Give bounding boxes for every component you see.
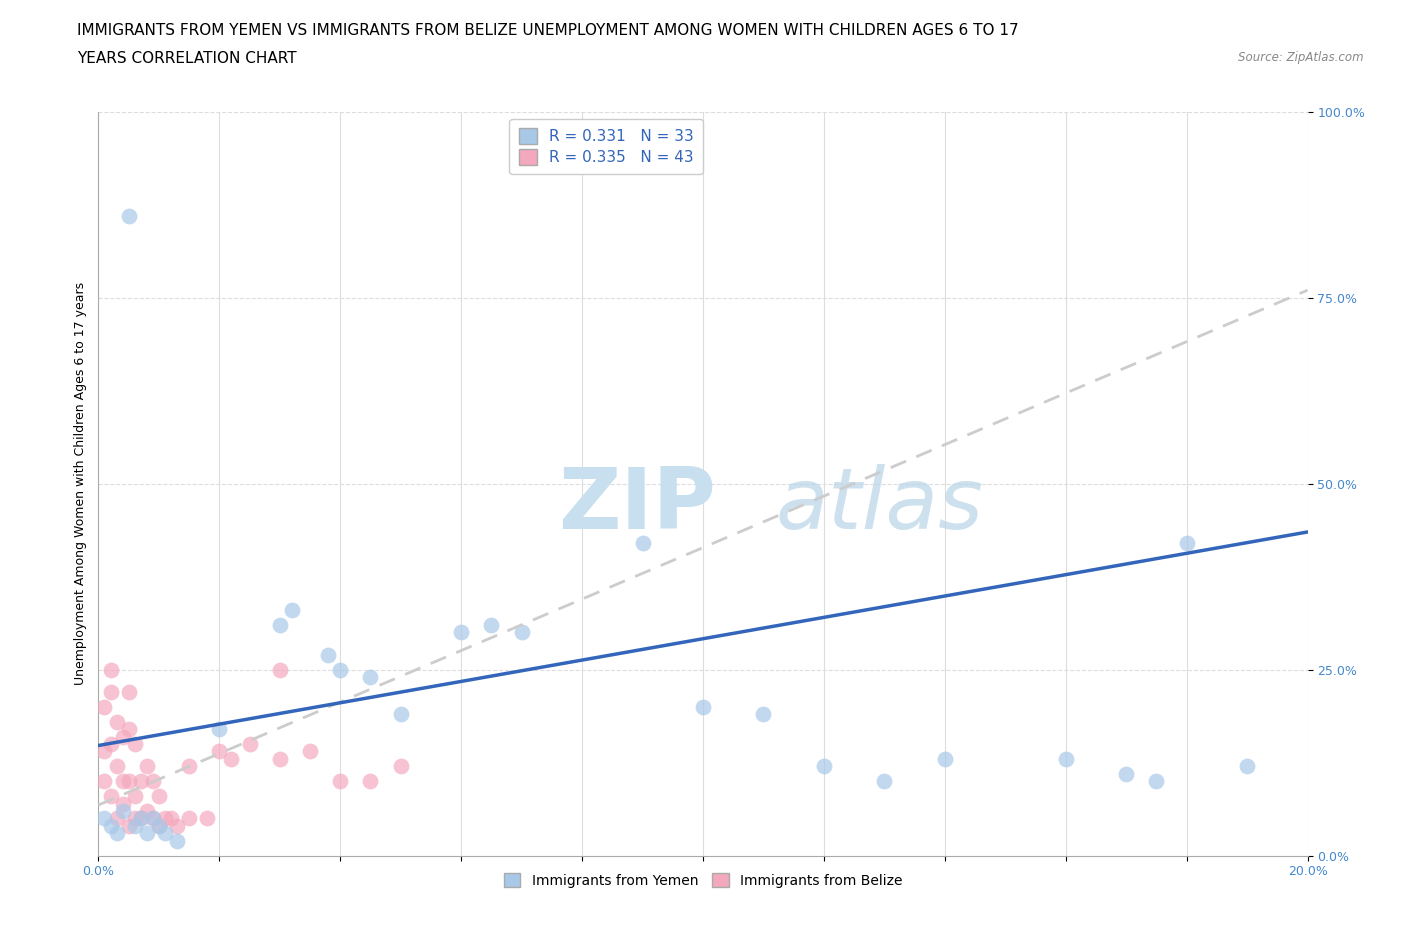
Point xyxy=(316,647,339,662)
Point xyxy=(153,826,176,841)
Point xyxy=(269,751,291,766)
Point xyxy=(100,737,122,751)
Point xyxy=(360,670,382,684)
Point xyxy=(1115,766,1137,781)
Point xyxy=(135,826,157,841)
Point xyxy=(129,811,152,826)
Point xyxy=(195,811,218,826)
Point xyxy=(450,625,472,640)
Point xyxy=(142,811,165,826)
Point xyxy=(148,789,170,804)
Point xyxy=(118,684,141,699)
Point xyxy=(329,774,352,789)
Text: IMMIGRANTS FROM YEMEN VS IMMIGRANTS FROM BELIZE UNEMPLOYMENT AMONG WOMEN WITH CH: IMMIGRANTS FROM YEMEN VS IMMIGRANTS FROM… xyxy=(77,23,1019,38)
Point xyxy=(360,774,382,789)
Point xyxy=(1175,536,1198,551)
Point xyxy=(148,818,170,833)
Point xyxy=(100,684,122,699)
Point xyxy=(111,729,134,744)
Point xyxy=(160,811,183,826)
Point xyxy=(269,662,291,677)
Point xyxy=(692,699,714,714)
Point xyxy=(93,811,115,826)
Point xyxy=(142,811,165,826)
Point xyxy=(752,707,775,722)
Point xyxy=(93,774,115,789)
Point xyxy=(124,789,146,804)
Point xyxy=(105,811,128,826)
Point xyxy=(208,722,231,737)
Point xyxy=(135,804,157,818)
Point xyxy=(934,751,956,766)
Point xyxy=(631,536,654,551)
Point xyxy=(111,804,134,818)
Point xyxy=(124,811,146,826)
Point xyxy=(93,744,115,759)
Point xyxy=(148,818,170,833)
Point xyxy=(329,662,352,677)
Point xyxy=(299,744,322,759)
Point xyxy=(166,818,188,833)
Point xyxy=(510,625,533,640)
Point xyxy=(221,751,243,766)
Point xyxy=(813,759,835,774)
Point xyxy=(1236,759,1258,774)
Point xyxy=(105,759,128,774)
Point xyxy=(179,759,201,774)
Point xyxy=(118,774,141,789)
Point xyxy=(481,618,503,632)
Point xyxy=(124,737,146,751)
Text: Source: ZipAtlas.com: Source: ZipAtlas.com xyxy=(1239,51,1364,64)
Point xyxy=(124,818,146,833)
Point xyxy=(281,603,304,618)
Point xyxy=(118,818,141,833)
Point xyxy=(269,618,291,632)
Point xyxy=(93,699,115,714)
Point xyxy=(100,662,122,677)
Point xyxy=(142,774,165,789)
Point xyxy=(105,826,128,841)
Point xyxy=(1054,751,1077,766)
Point xyxy=(208,744,231,759)
Point xyxy=(153,811,176,826)
Point xyxy=(111,796,134,811)
Y-axis label: Unemployment Among Women with Children Ages 6 to 17 years: Unemployment Among Women with Children A… xyxy=(75,282,87,685)
Text: YEARS CORRELATION CHART: YEARS CORRELATION CHART xyxy=(77,51,297,66)
Text: atlas: atlas xyxy=(776,464,984,548)
Point xyxy=(239,737,262,751)
Point xyxy=(135,759,157,774)
Point xyxy=(389,707,412,722)
Point xyxy=(129,774,152,789)
Point xyxy=(118,722,141,737)
Point xyxy=(179,811,201,826)
Text: ZIP: ZIP xyxy=(558,464,716,548)
Point xyxy=(100,818,122,833)
Point xyxy=(389,759,412,774)
Point xyxy=(129,811,152,826)
Point xyxy=(100,789,122,804)
Point xyxy=(873,774,896,789)
Point xyxy=(105,714,128,729)
Point xyxy=(118,208,141,223)
Point xyxy=(1144,774,1167,789)
Legend: Immigrants from Yemen, Immigrants from Belize: Immigrants from Yemen, Immigrants from B… xyxy=(498,868,908,894)
Point xyxy=(166,833,188,848)
Point xyxy=(111,774,134,789)
